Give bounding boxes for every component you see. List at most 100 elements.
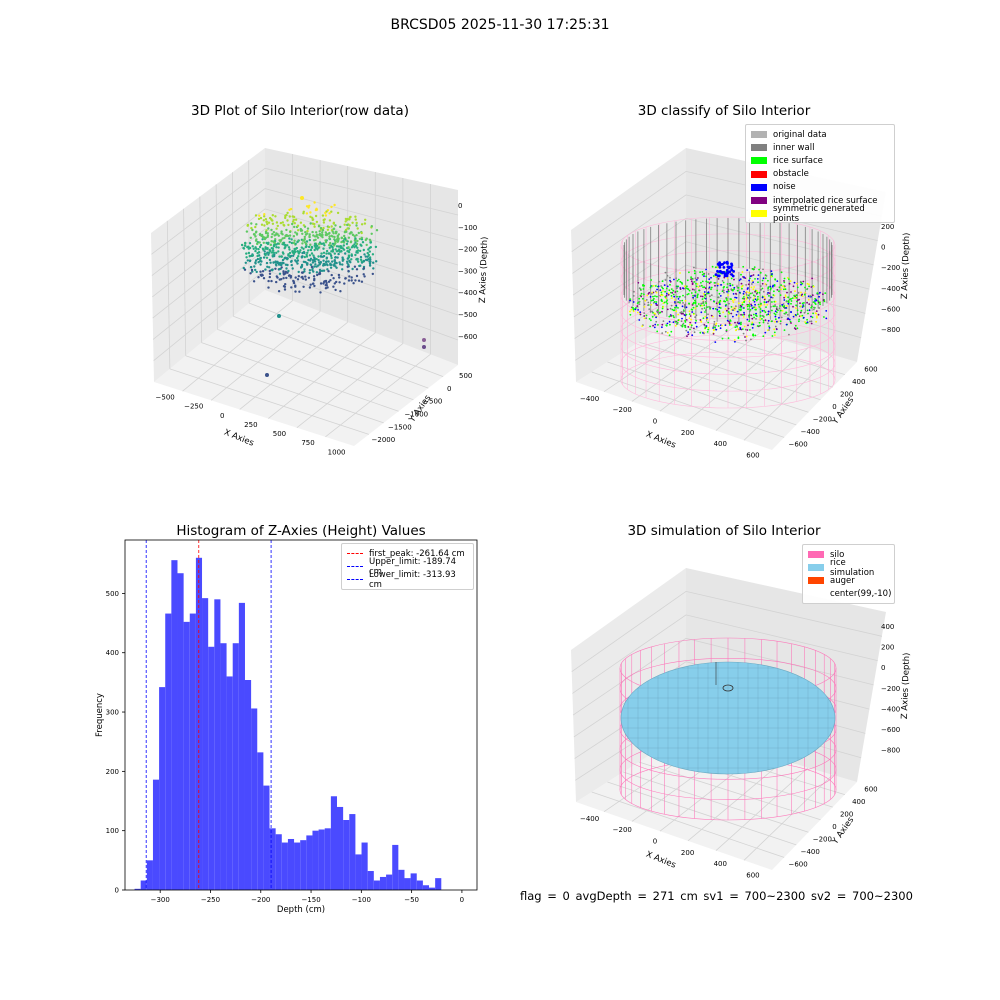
classify-point	[717, 325, 720, 327]
classify-point	[780, 316, 783, 319]
classify-point	[660, 291, 663, 294]
raw-point	[271, 222, 275, 225]
raw-point	[343, 234, 346, 238]
classify-zaxis-label: Z Axies (Depth)	[900, 232, 912, 299]
classify-point	[748, 313, 751, 316]
raw-point	[265, 220, 268, 223]
classify-point	[779, 322, 782, 325]
raw-point	[293, 250, 296, 253]
classify-point	[751, 283, 753, 285]
legend-label: rice simulation	[830, 557, 875, 578]
classify-point	[757, 295, 759, 298]
classify-point	[810, 322, 813, 325]
classify-point	[688, 310, 691, 313]
legend-swatch	[808, 591, 824, 598]
classify-point	[655, 316, 657, 319]
classify-point	[707, 281, 709, 283]
classify-point	[719, 327, 722, 330]
histogram-bar	[195, 557, 203, 890]
classify-point	[804, 286, 806, 289]
classify-point	[669, 280, 672, 283]
classify-point	[771, 335, 774, 337]
classify-point	[754, 278, 756, 280]
classify-point	[674, 321, 677, 323]
classify-point	[797, 292, 800, 294]
classify-point	[725, 260, 729, 264]
classify-point	[741, 297, 744, 300]
raw-point	[321, 269, 324, 272]
legend-item: Lower_limit: -313.93 cm	[347, 570, 468, 590]
classify-point	[767, 310, 770, 313]
classify-point	[691, 311, 694, 313]
raw-point	[339, 290, 342, 293]
raw-point	[338, 276, 341, 279]
classify-point	[701, 304, 704, 307]
classify-point	[703, 304, 706, 306]
classify-point	[634, 308, 637, 311]
raw-point	[322, 247, 325, 250]
raw-outlier-point	[422, 345, 426, 349]
classify-point	[735, 329, 737, 332]
raw-point	[270, 219, 273, 222]
classify-point	[756, 278, 759, 280]
classify-point	[754, 303, 756, 306]
raw-point	[254, 246, 257, 249]
classify-point	[716, 308, 719, 311]
classify-point	[659, 289, 662, 291]
classify-point	[765, 301, 768, 304]
classify-point	[701, 271, 704, 273]
classify-point	[642, 288, 645, 290]
classify-point	[691, 288, 694, 291]
raw-point	[313, 260, 317, 263]
raw-point	[348, 218, 351, 221]
classify-point	[762, 290, 765, 293]
histogram-xtick-label: 0	[460, 896, 464, 904]
legend-line-swatch	[347, 553, 363, 555]
raw-point	[266, 265, 269, 268]
classify-point	[741, 287, 743, 290]
classify-point	[752, 281, 754, 284]
raw-point	[257, 276, 260, 279]
classify-point	[684, 299, 687, 302]
raw-point	[251, 254, 255, 257]
classify-point	[661, 307, 664, 310]
classify-point	[776, 320, 778, 323]
histogram-bar	[398, 869, 405, 890]
raw-point	[331, 250, 335, 253]
classify-point	[707, 328, 710, 331]
classify-point	[707, 273, 710, 275]
classify-point	[704, 324, 706, 327]
classify-point	[729, 284, 732, 287]
classify-point	[782, 305, 785, 308]
classify-point	[675, 277, 677, 280]
classify-point	[686, 285, 688, 288]
classify-point	[687, 326, 690, 328]
raw-point	[253, 265, 256, 268]
classify-point	[695, 325, 698, 328]
classify-point	[682, 294, 684, 297]
classify-point	[759, 271, 762, 274]
raw-point	[289, 276, 292, 279]
raw-point	[321, 229, 325, 232]
raw-point	[309, 243, 312, 246]
classify-point	[748, 279, 750, 282]
classify-point	[734, 321, 736, 324]
classify-point	[702, 286, 704, 289]
simulation-ytick-label: 400	[852, 798, 865, 806]
classify-point	[684, 314, 686, 317]
raw-point	[254, 249, 257, 253]
raw-point	[274, 260, 277, 263]
histogram-chart: −300 −250 −200 −150 −100 −50 00100200300400500…	[95, 539, 478, 915]
classify-point	[768, 292, 771, 294]
classify-point	[693, 281, 696, 283]
classify-ztick-label: −800	[881, 326, 900, 334]
raw-point	[249, 266, 253, 269]
classify-point	[721, 280, 724, 282]
raw-point	[333, 203, 336, 207]
classify-point	[665, 287, 668, 290]
classify-point	[694, 302, 697, 305]
raw-point	[303, 255, 306, 259]
raw-point	[302, 247, 305, 250]
raw-point	[319, 226, 323, 230]
classify-point	[746, 318, 749, 321]
